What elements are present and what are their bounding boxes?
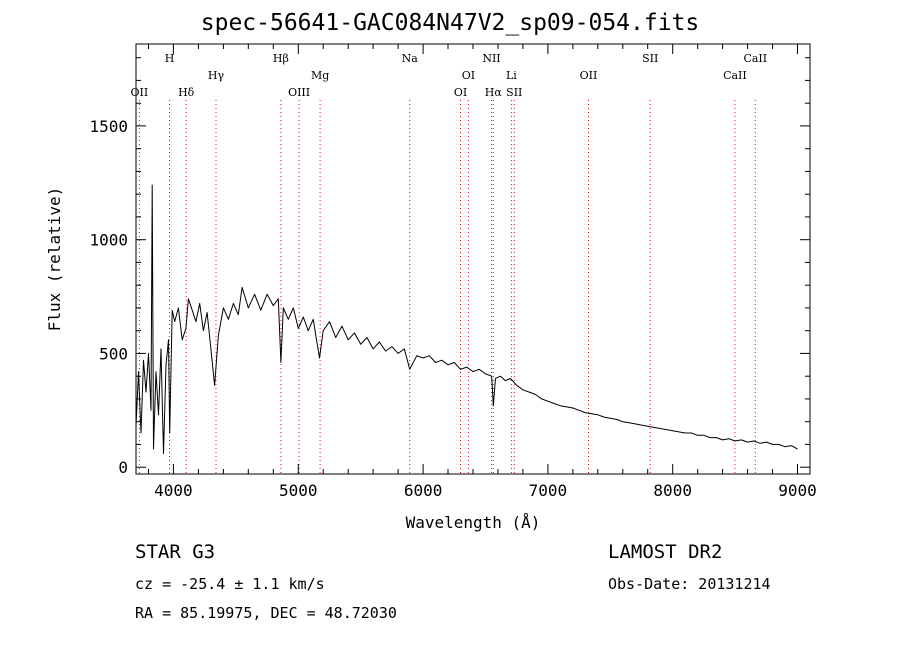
line-label: NII [482,52,500,65]
x-tick-label: 7000 [529,481,568,500]
line-label: OI [462,69,475,82]
y-axis-label: Flux (relative) [45,187,64,332]
y-tick-label: 0 [118,458,128,477]
line-label: SII [506,86,522,99]
line-label: OII [131,86,149,99]
plot-frame [135,43,811,475]
x-tick-label: 4000 [154,481,193,500]
x-tick-label: 5000 [279,481,318,500]
line-label: SII [642,52,658,65]
line-label: CaII [743,52,767,65]
x-axis-label: Wavelength (Å) [406,513,541,532]
observation-date: Obs-Date: 20131214 [608,575,771,593]
chart-title: spec-56641-GAC084N47V2_sp09-054.fits [200,10,700,36]
object-class: STAR G3 [135,541,216,563]
x-tick-label: 6000 [404,481,443,500]
line-label: Li [506,69,517,82]
line-label: Hβ [273,52,289,65]
line-label: OI [454,86,467,99]
line-label: H [165,52,175,65]
line-label: Hγ [208,69,225,82]
line-label: Na [402,52,419,65]
line-label: Hα [485,86,503,99]
axis-ticks: 4000 5000 6000 7000 8000 9000 0 500 1000 1500 [89,44,817,500]
coordinates: RA = 85.19975, DEC = 48.72030 [135,604,397,622]
x-tick-label: 8000 [653,481,692,500]
series-layer [135,184,798,454]
line-label: Hδ [178,86,195,99]
line-label: OII [580,69,598,82]
spectrum-line [135,184,798,454]
line-markers [138,100,756,474]
y-tick-label: 500 [99,344,128,363]
line-label: OIII [288,86,310,99]
survey-name: LAMOST DR2 [608,541,723,563]
y-tick-label: 1000 [89,231,128,250]
line-label: CaII [723,69,747,82]
redshift-value: cz = -25.4 ± 1.1 km/s [135,575,325,593]
x-tick-label: 9000 [778,481,817,500]
line-label: Mg [311,69,329,82]
y-tick-label: 1500 [89,117,128,136]
